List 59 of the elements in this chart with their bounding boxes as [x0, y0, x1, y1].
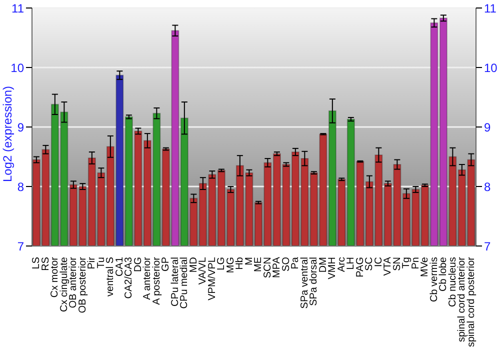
x-tick-label: MVe: [420, 256, 431, 278]
x-tick-label: VMH: [327, 257, 338, 280]
x-tick-label: CA1: [114, 256, 126, 276]
y-axis-title: Log2 (expression): [0, 86, 14, 182]
y2-tick-label: 10: [484, 60, 498, 75]
x-tick-label: spinal cord posterior: [466, 256, 477, 348]
x-tick-label: ME: [253, 256, 264, 272]
x-tick-label: Pa: [290, 256, 302, 270]
x-tick-label: OB anterior: [68, 256, 80, 308]
x-tick-label: Pn: [410, 257, 422, 270]
x-tick-label: OB posterior: [77, 256, 88, 314]
x-tick-label: DM: [318, 257, 329, 273]
x-tick-label: VPM/VPL: [206, 256, 218, 300]
y2-tick-label: 9: [484, 120, 491, 134]
x-tick-label: MG: [225, 256, 236, 274]
x-tick-label: MD: [188, 257, 200, 273]
x-tick-label: SN: [392, 257, 403, 271]
x-tick-label: RS: [40, 256, 52, 271]
x-tick-label: LG: [216, 256, 228, 270]
x-tick-label: MPA: [272, 256, 283, 278]
x-tick-label: Tu: [96, 257, 107, 268]
x-tick-label: LH: [346, 257, 357, 270]
x-tick-label: GP: [160, 256, 172, 272]
x-tick-label: Cx cingulate: [58, 256, 70, 312]
y2-tick-label: 11: [484, 1, 497, 16]
y-tick-label: 8: [17, 180, 24, 194]
x-tick-label: ventral S: [105, 256, 116, 296]
x-tick-label: A anterior: [142, 256, 154, 300]
y-tick-label: 11: [12, 1, 24, 16]
x-tick-label: Cb vermis: [428, 257, 440, 302]
x-tick-label: CA2/CA3: [124, 256, 135, 299]
x-tick-label: IC: [373, 257, 384, 267]
x-tick-label: SCN: [262, 257, 274, 278]
x-tick-label: LS: [31, 256, 42, 270]
x-tick-label: Cx motor: [50, 256, 61, 298]
x-tick-label: CPu medial: [179, 257, 190, 309]
x-tick-label: SPa ventral: [299, 257, 310, 309]
x-tick-label: SO: [280, 256, 292, 272]
x-tick-label: Cb nucleus: [447, 257, 458, 308]
x-tick-label: SC: [364, 257, 376, 271]
x-tick-label: spinal cord anterior: [456, 256, 468, 342]
x-tick-label: M: [244, 257, 255, 266]
x-tick-label: Pir: [86, 256, 98, 270]
x-tick-label: Tg: [401, 257, 412, 269]
y-tick-label: 10: [10, 60, 24, 75]
x-tick-label: Cb lobe: [438, 256, 450, 292]
x-tick-label: CPu lateral: [170, 257, 181, 306]
x-tick-label: VA/VL: [198, 256, 209, 285]
x-tick-label: VTA: [382, 256, 394, 276]
x-tick-label: A posterior: [151, 256, 162, 305]
y-tick-label: 9: [17, 120, 24, 134]
y2-tick-label: 8: [484, 180, 491, 194]
y-tick-label: 7: [17, 239, 24, 254]
x-tick-label: DG: [132, 256, 144, 272]
x-tick-label: Hb: [234, 256, 246, 270]
x-tick-label: SPa dorsal: [308, 257, 320, 306]
y2-tick-label: 7: [484, 239, 491, 254]
x-tick-label: Arc: [336, 257, 348, 272]
x-tick-label: PAG: [354, 256, 366, 278]
